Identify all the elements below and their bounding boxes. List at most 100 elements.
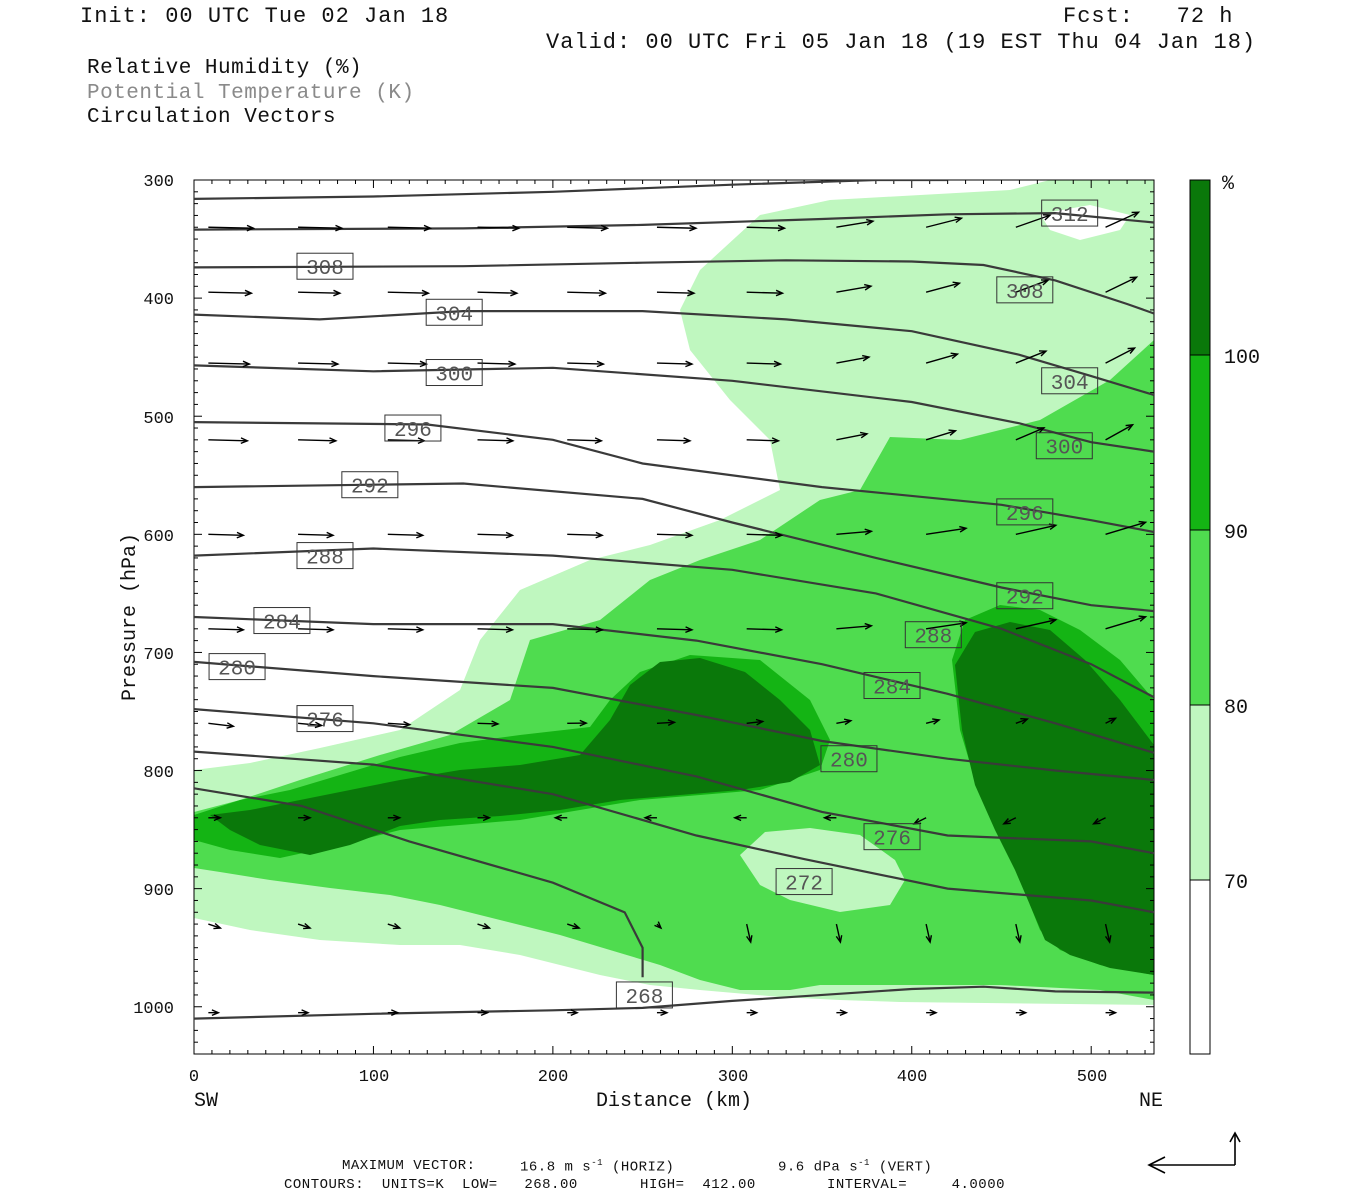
colorbar-bin-90-100	[1189, 354, 1211, 531]
colorbar-level: 80	[1224, 697, 1248, 720]
vector-head	[303, 922, 312, 930]
vector-head	[1127, 347, 1137, 354]
vector-shaft	[656, 226, 696, 229]
vector-shaft	[208, 362, 250, 365]
vector-shaft	[836, 433, 868, 441]
vector-shaft	[208, 226, 254, 229]
vector-head	[600, 224, 610, 232]
contour-label-box	[1041, 367, 1099, 395]
vector-head	[510, 289, 519, 297]
vector-shaft	[567, 923, 580, 929]
vector-shaft	[208, 722, 234, 727]
vector-head	[553, 814, 562, 822]
vector-head	[1091, 818, 1101, 825]
vector-shaft	[926, 527, 967, 536]
contour-label-box	[775, 868, 833, 896]
isentrope-268	[194, 985, 1154, 1020]
isentrope-272	[194, 750, 1154, 914]
contour-label-box	[996, 498, 1054, 526]
contour-label: 276	[306, 711, 344, 734]
vector-head	[421, 289, 431, 297]
vector-head	[329, 437, 338, 445]
vector-head	[773, 360, 783, 368]
vector-head	[213, 814, 223, 822]
vector-head	[843, 718, 853, 726]
vector-shaft	[925, 719, 940, 724]
vector-shaft	[208, 628, 244, 631]
vector-shaft	[746, 291, 783, 294]
vector-head	[508, 360, 517, 368]
vector-head	[594, 437, 604, 445]
vector-shaft	[656, 721, 675, 724]
colorbar-bin-below-70	[1189, 879, 1211, 1055]
contour-label: 292	[351, 477, 389, 500]
vector-head	[596, 360, 606, 368]
vector-shaft	[1105, 616, 1146, 630]
vector-head	[391, 1009, 400, 1017]
contour-label: 280	[830, 751, 868, 774]
vector-head	[954, 216, 964, 224]
contour-label-box	[863, 672, 921, 700]
vector-shaft	[298, 533, 334, 537]
vector-head	[925, 935, 933, 944]
vector-shaft	[298, 439, 336, 442]
contour-label: 304	[435, 304, 473, 327]
vector-head	[685, 531, 694, 539]
contour-label: 284	[873, 678, 911, 701]
contour-label: 292	[1006, 588, 1044, 611]
legend-circulation-vectors: Circulation Vectors	[87, 106, 336, 129]
vector-shaft	[836, 285, 872, 293]
vector-head	[1108, 717, 1118, 725]
vector-head	[480, 1009, 490, 1017]
y-axis-label: Pressure (hPa)	[119, 533, 142, 701]
vector-head	[333, 289, 342, 297]
vector-shaft	[477, 628, 513, 631]
vector-head	[771, 437, 781, 445]
ne-end-label: NE	[1139, 1090, 1163, 1113]
vector-head	[1125, 423, 1135, 431]
vector-head	[1138, 615, 1148, 622]
vector-head	[749, 1009, 759, 1017]
circulation-vector-layer	[208, 211, 1148, 1017]
isentrope-268	[194, 787, 644, 978]
vector-head	[416, 531, 425, 539]
vector-shaft	[1105, 521, 1146, 535]
vector-shaft	[477, 533, 513, 537]
vector-head	[1138, 520, 1148, 528]
vector-head	[505, 626, 515, 634]
contour-label-box	[996, 276, 1054, 304]
vector-head	[1038, 350, 1048, 357]
vector-head	[732, 814, 742, 822]
reference-vector-icon	[1147, 1131, 1241, 1174]
vector-shaft	[1015, 524, 1056, 536]
sw-end-label: SW	[194, 1090, 218, 1113]
isentrope-284	[194, 615, 1154, 754]
max-vector-horizontal: 16.8 m s-1 (HORIZ)	[520, 1158, 675, 1176]
vector-head	[246, 224, 256, 232]
init-time: Init: 00 UTC Tue 02 Jan 18	[80, 4, 450, 29]
vector-shaft	[656, 291, 694, 294]
vector-shaft	[297, 923, 311, 929]
vector-shaft	[925, 430, 956, 441]
vector-head	[864, 622, 874, 630]
contour-label: 272	[785, 874, 823, 897]
vector-head	[774, 531, 784, 539]
legend-potential-temperature: Potential Temperature (K)	[87, 82, 415, 105]
vector-shaft	[656, 439, 690, 442]
vector-shaft	[746, 439, 779, 442]
vector-shaft	[298, 362, 338, 365]
vector-head	[595, 626, 604, 634]
vector-head	[667, 719, 677, 727]
contour-label: 276	[873, 829, 911, 852]
y-tick-label: 800	[143, 764, 174, 783]
x-tick-label: 400	[897, 1068, 928, 1087]
vector-head	[929, 1009, 938, 1017]
vector-shaft	[298, 291, 340, 294]
contour-label: 312	[1051, 205, 1089, 228]
y-tick-label: 600	[143, 528, 174, 547]
vector-head	[774, 626, 784, 634]
legend-relative-humidity: Relative Humidity (%)	[87, 57, 363, 80]
vector-head	[866, 218, 875, 226]
isentrope-304	[194, 310, 1154, 397]
vector-head	[244, 289, 254, 297]
